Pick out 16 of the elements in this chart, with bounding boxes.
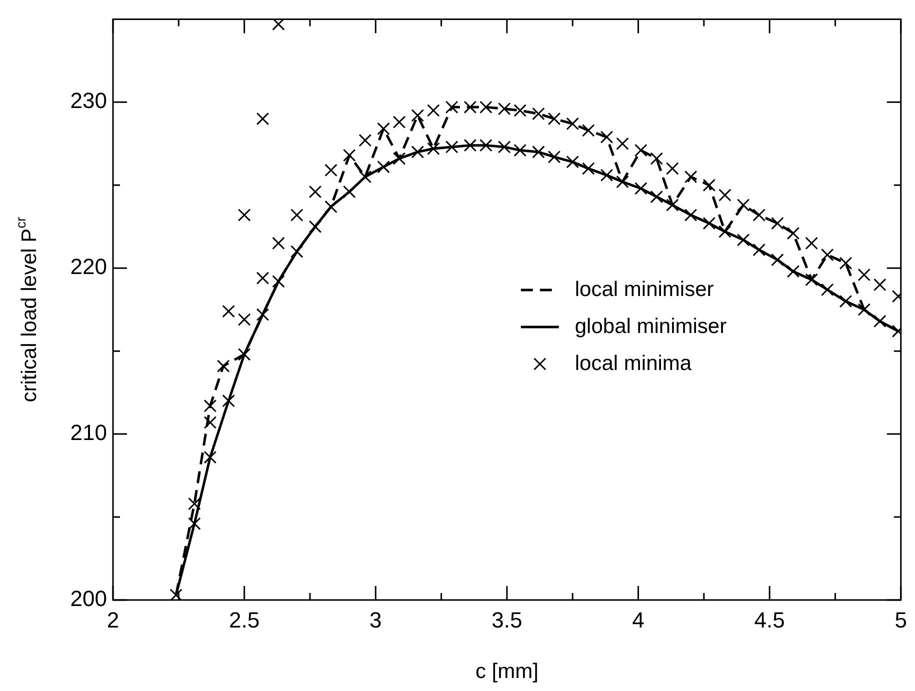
- x-tick-label: 3.5: [492, 607, 522, 632]
- y-tick-label: 230: [70, 88, 107, 114]
- x-axis-title: c [mm]: [475, 660, 538, 683]
- x-tick-label: 2: [106, 607, 120, 632]
- y-tick-label: 200: [70, 586, 107, 612]
- y-tick-label: 220: [70, 254, 107, 280]
- legend-label: local minima: [574, 352, 692, 375]
- x-tick-label: 2.5: [229, 607, 260, 632]
- y-tick-label: 210: [70, 420, 107, 446]
- y-axis-title: critical load level Pcr: [13, 216, 41, 402]
- x-tick-label: 3: [370, 607, 382, 632]
- x-tick-label: 4.5: [754, 607, 785, 632]
- legend-label: global minimiser: [574, 314, 727, 338]
- legend-label: local minimiser: [574, 278, 714, 301]
- x-tick-label: 4: [632, 607, 644, 632]
- x-tick-label: 5: [894, 607, 908, 632]
